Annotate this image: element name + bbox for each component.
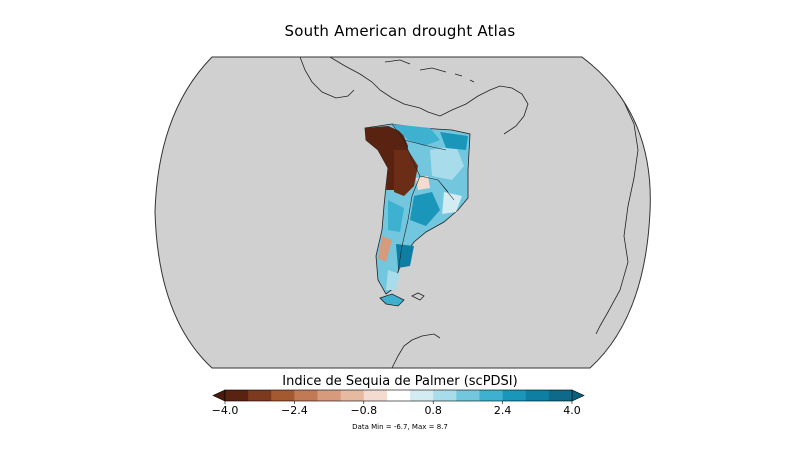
falkland-islands <box>411 292 425 301</box>
colorbar-tick-label: 4.0 <box>563 404 581 417</box>
colorbar-tick-label: 0.8 <box>424 404 442 417</box>
caribbean-coast-outline <box>439 85 529 135</box>
colorbar-frame <box>224 389 573 402</box>
colorbar-segment <box>317 390 342 401</box>
map-title: South American drought Atlas <box>284 22 516 40</box>
colorbar-segment <box>294 390 318 401</box>
colorbar-tick-label: −2.4 <box>281 404 308 417</box>
colorbar-segment <box>456 390 480 401</box>
colorbar-over-arrow <box>571 389 585 402</box>
colorbar-segment <box>548 390 573 401</box>
colorbar-segment <box>225 390 249 401</box>
colorbar-segment <box>340 390 365 401</box>
colorbar-tick-label: −0.8 <box>350 404 378 417</box>
colorbar <box>212 389 585 404</box>
colorbar-segment <box>386 390 411 401</box>
data-range-note: Data Min = -6.7, Max = 8.7 <box>352 423 448 431</box>
central-america-outline <box>329 57 441 117</box>
colorbar-under-arrow <box>212 389 226 402</box>
caribbean-islands-outline <box>384 59 475 83</box>
antarctic-peninsula-outline <box>391 333 441 368</box>
colorbar-segment <box>410 390 434 401</box>
colorbar-segment <box>363 390 388 401</box>
colorbar-segment <box>502 390 527 401</box>
tierra-del-fuego <box>379 293 405 307</box>
colorbar-segment <box>248 390 272 401</box>
mexico-outline <box>299 57 355 99</box>
colorbar-segment <box>271 390 295 401</box>
colorbar-segment <box>479 390 503 401</box>
globe-outline <box>154 56 651 369</box>
colorbar-segment <box>525 390 550 401</box>
colorbar-segment <box>433 390 457 401</box>
colorbar-tick-label: 2.4 <box>493 404 512 417</box>
country-borders <box>391 123 455 273</box>
colorbar-tick-label: −4.0 <box>211 404 239 417</box>
colorbar-title: Indice de Sequia de Palmer (scPDSI) <box>282 374 518 389</box>
drought-field-patches <box>365 124 468 290</box>
